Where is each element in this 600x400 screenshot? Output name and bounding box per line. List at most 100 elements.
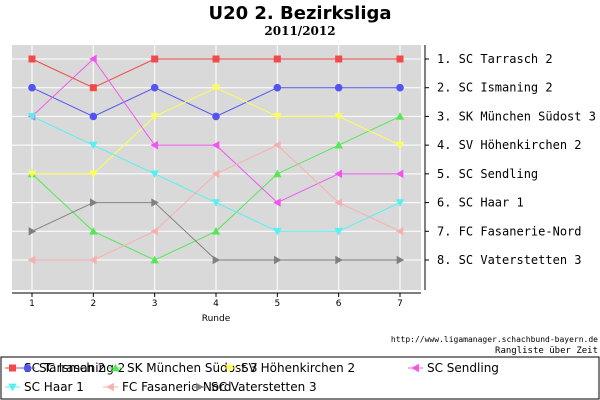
data-point [334,83,343,92]
data-point [211,169,220,179]
legend-label: SC Ismaning 2 [39,361,125,375]
x-tick-label: 1 [29,299,35,309]
data-point [273,198,281,207]
legend-label: SK München Südost 3 [127,361,257,375]
data-point [212,255,221,265]
data-point [211,140,220,150]
x-tick-label: 2 [90,299,96,309]
data-point [151,55,159,63]
data-point [150,140,159,150]
legend-label: SC Vaterstetten 3 [211,380,317,394]
data-point [212,55,220,63]
legend-swatch-marker [225,364,234,373]
x-axis: 1 2 3 4 5 6 7 [12,292,421,309]
ranking-label: 3. SK München Südost 3 [437,109,596,123]
legend-item-sc-vaterstetten-3: SC Vaterstetten 3 [192,380,317,394]
data-point [334,198,343,207]
legend-item-sv-hohenkirchen-2: SV Höhenkirchen 2 [222,361,355,375]
series-sc-haar-1 [27,113,405,236]
legend-label: SC Haar 1 [24,380,84,394]
data-point [273,227,282,236]
data-point [211,84,221,92]
legend-item-sk-munchen-sudost-3: SK München Südost 3 [108,361,257,375]
legend-box [0,356,600,400]
ranking-axis: 1. SC Tarrasch 2 2. SC Ismaning 2 3. SK Mü… [424,45,596,290]
data-point [395,169,404,179]
legend-label: FC Fasanerie-Nord [122,380,231,394]
legend-label: SC Tarrasch 2 [24,361,105,375]
series-sc-vaterstetten-3 [28,198,405,265]
series-layer [27,54,405,265]
chart-caption: Rangliste über Zeit [495,346,598,356]
legend-item-fc-fasanerie-nord: FC Fasanerie-Nord [103,380,231,394]
data-point [89,54,97,64]
data-point [334,140,343,149]
legend-swatch-marker [106,382,114,392]
x-tick-label: 4 [213,299,219,309]
source-url: http://www.ligamanager.schachbund-bayern… [391,335,598,344]
data-point [273,55,281,63]
data-point [396,255,405,265]
data-point [151,198,159,207]
data-point [28,83,36,92]
data-point [395,112,405,120]
data-point [89,112,98,121]
data-point [211,199,221,207]
legend-swatch-marker [9,364,16,372]
x-tick-label: 5 [274,299,280,309]
ranking-label: 2. SC Ismaning 2 [437,81,553,95]
x-tick-label: 6 [336,299,342,309]
data-point [273,255,282,265]
data-point [28,55,36,63]
data-point [89,198,98,207]
legend-item-sc-tarrasch-2: SC Tarrasch 2 [5,361,105,375]
data-point [273,83,282,92]
ranking-label: 5. SC Sendling [437,167,538,181]
data-point [27,170,37,179]
data-point [211,227,221,235]
legend-item-sc-haar-1: SC Haar 1 [5,380,84,394]
series-sc-ismaning-2 [28,83,404,121]
series-fc-fasanerie-nord [27,140,404,265]
data-point [395,227,404,236]
legend: SC Tarrasch 2SC Ismaning 2 SK München Süd… [5,361,499,394]
ranking-label: 1. SC Tarrasch 2 [437,52,553,66]
data-point [335,255,343,265]
data-point [89,84,97,92]
data-point [150,83,159,92]
data-point [212,112,220,121]
legend-item-sc-ismaning-2: SC Ismaning 2 [20,361,125,375]
chart-title: U20 2. Bezirksliga [208,3,391,24]
legend-swatch-marker [111,363,120,372]
data-point [89,141,98,150]
x-axis-label: Runde [202,314,231,324]
data-point [89,255,97,265]
data-point [334,169,343,179]
data-point [273,169,282,178]
data-point [150,113,159,121]
legend-swatch-marker [196,382,204,392]
data-point [150,227,159,236]
data-point [396,83,404,92]
ranking-label: 6. SC Haar 1 [437,196,524,210]
chart-subtitle: 2011/2012 [264,24,335,38]
x-tick-label: 3 [152,299,158,309]
legend-item-sc-sendling: SC Sendling [408,361,499,375]
legend-swatch-marker [411,363,419,373]
ranking-label: 8. SC Vaterstetten 3 [437,253,582,267]
legend-swatch-marker [23,364,32,372]
data-point [395,141,405,150]
plot-area [12,45,421,290]
x-tick-label: 7 [397,299,403,309]
data-point [396,55,404,63]
data-point [27,113,37,121]
data-point [89,227,98,235]
data-point [335,55,343,63]
series-sv-hohenkirchen-2 [27,84,405,179]
data-point [334,227,343,236]
data-point [150,255,159,264]
data-point [28,227,37,236]
data-point [334,113,343,121]
data-point [27,255,36,265]
